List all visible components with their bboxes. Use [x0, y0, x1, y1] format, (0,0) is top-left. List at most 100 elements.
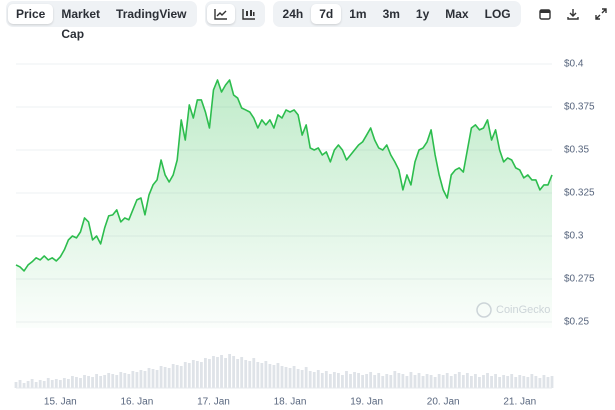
volume-bar — [486, 373, 489, 388]
volume-bar — [87, 376, 90, 388]
volume-bar — [232, 356, 236, 388]
volume-bar — [135, 372, 139, 388]
volume-bar — [421, 376, 425, 388]
volume-bar — [328, 374, 332, 388]
volume-bar — [195, 361, 199, 388]
volume-bar — [393, 371, 397, 388]
volume-bar — [236, 359, 240, 388]
volume-bar — [304, 367, 308, 388]
line-chart-button[interactable] — [206, 4, 235, 24]
volume-bar — [542, 375, 546, 388]
volume-bar — [58, 380, 62, 388]
volume-bar — [71, 376, 74, 388]
x-tick-label: 21. Jan — [503, 397, 536, 408]
candle-icon — [241, 9, 255, 20]
volume-bar — [341, 375, 344, 388]
volume-bar — [171, 364, 175, 388]
view-tab[interactable]: TradingView — [116, 7, 187, 21]
range-tab[interactable]: 1m — [349, 7, 367, 21]
toolbar: Price Market Cap TradingView 24h 7d 1m 3m 1y Ma… — [6, 1, 615, 41]
volume-bar — [62, 378, 66, 388]
volume-bar — [38, 380, 42, 388]
volume-bar — [316, 370, 320, 388]
volume-bar — [187, 363, 191, 388]
volume-bar — [522, 376, 526, 388]
volume-bar — [292, 366, 296, 388]
volume-bar — [14, 382, 18, 388]
volume-bar — [361, 375, 364, 388]
volume-bar — [320, 373, 324, 388]
volume-bar — [50, 380, 54, 388]
range-tab[interactable]: 1y — [415, 7, 430, 21]
x-tick-label: 16. Jan — [120, 397, 153, 408]
tools — [529, 1, 615, 27]
volume-bar — [510, 374, 514, 388]
volume-bar — [272, 365, 276, 388]
volume-bar — [276, 363, 280, 388]
y-tick-label: $0.275 — [564, 274, 595, 285]
volume-bar — [397, 373, 401, 388]
volume-bar — [268, 364, 272, 388]
volume-bar — [389, 375, 393, 388]
y-tick-label: $0.25 — [564, 317, 589, 328]
volume-bar — [208, 359, 211, 388]
y-tick-label: $0.35 — [564, 145, 589, 156]
volume-bar — [240, 357, 244, 388]
view-tab[interactable]: Price — [8, 4, 54, 24]
volume-bar — [163, 367, 167, 388]
fullscreen-icon — [594, 8, 607, 20]
price-area — [16, 80, 552, 328]
candle-chart-button[interactable] — [235, 4, 263, 24]
volume-bar — [534, 376, 538, 388]
volume-bar — [22, 383, 26, 388]
volume-bar — [127, 374, 131, 388]
volume-bar — [365, 374, 369, 388]
volume-bar — [119, 372, 123, 388]
volume-bar — [42, 381, 46, 388]
volume-bar — [216, 357, 219, 388]
volume-bar — [131, 371, 135, 388]
volume-bar — [502, 375, 506, 388]
volume-bar — [449, 376, 453, 388]
range-tab[interactable]: 24h — [282, 7, 304, 21]
x-tick-label: 17. Jan — [197, 397, 230, 408]
view-tabs: Price Market Cap TradingView — [6, 1, 197, 41]
volume-bar — [474, 374, 477, 388]
chart-style-toggle — [204, 1, 265, 27]
volume-bar — [79, 378, 82, 388]
fullscreen-button[interactable] — [587, 4, 615, 24]
volume-bar — [147, 368, 151, 388]
volume-bar — [115, 375, 119, 388]
volume-bar — [312, 372, 316, 388]
volume-bar — [244, 360, 248, 388]
volume-bar — [526, 377, 530, 388]
x-tick-label: 18. Jan — [274, 397, 307, 408]
view-tab[interactable]: Market Cap — [61, 7, 101, 41]
volume-bar — [75, 377, 78, 388]
volume-bar — [175, 365, 179, 388]
volume-bar — [498, 377, 502, 388]
volume-bar — [151, 369, 155, 388]
volume-bar — [417, 373, 421, 388]
volume-bar — [345, 371, 348, 388]
range-tab[interactable]: 3m — [382, 7, 400, 21]
range-tab[interactable]: 7d — [311, 4, 342, 24]
volume-bar — [353, 372, 356, 388]
calendar-button[interactable] — [531, 4, 559, 24]
volume-bar — [111, 374, 115, 388]
download-button[interactable] — [559, 4, 587, 24]
range-tab[interactable]: LOG — [484, 7, 511, 21]
volume-bar — [433, 377, 437, 388]
volume-bar — [332, 372, 336, 388]
volume-bar — [514, 377, 518, 388]
volume-bar — [373, 375, 377, 388]
volume-bar — [490, 376, 493, 388]
range-tabs: 24h 7d 1m 3m 1y Max LOG — [272, 1, 521, 27]
volume-bar — [252, 358, 256, 388]
volume-bar — [204, 358, 207, 388]
volume-bar — [123, 373, 127, 388]
volume-bar — [550, 376, 554, 388]
volume-bar — [46, 378, 50, 388]
range-tab[interactable]: Max — [445, 7, 469, 21]
